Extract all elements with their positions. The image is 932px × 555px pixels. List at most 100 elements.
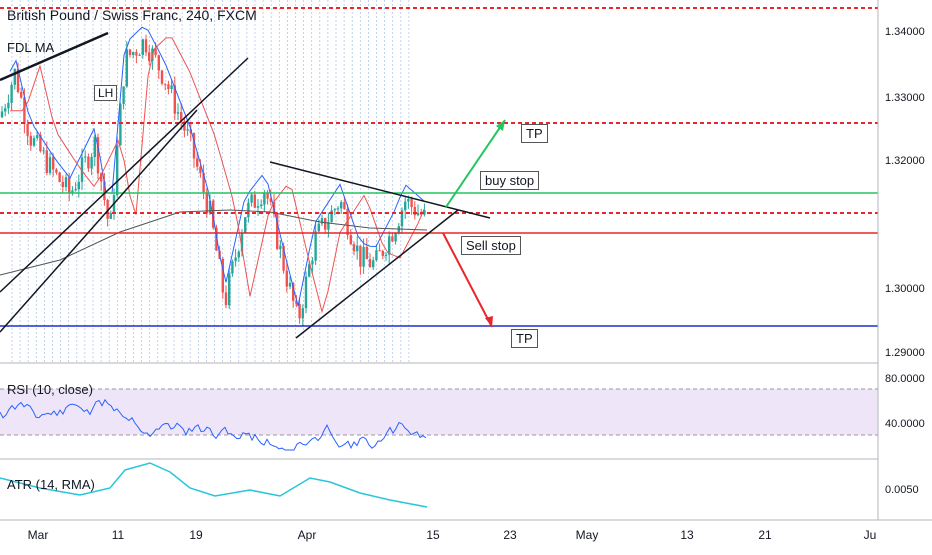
candle-body [400, 210, 404, 227]
candle-body [311, 260, 314, 265]
candle-body [381, 250, 384, 256]
candle-body [106, 200, 109, 219]
candle-body [384, 254, 388, 256]
candle-body [288, 283, 292, 287]
price-badge-red: 1.31187 [884, 207, 924, 219]
candle-body [215, 227, 218, 251]
candle-body [330, 210, 333, 223]
candle-body [23, 97, 26, 125]
candle-body [160, 70, 164, 84]
candle-body [180, 112, 183, 122]
candle-body [90, 157, 93, 169]
candle-body [247, 202, 250, 218]
trendline [0, 31, 109, 82]
tp-up-label: TP [521, 124, 548, 143]
date-label: Mar [27, 528, 49, 542]
date-label: 11 [111, 528, 125, 542]
rsi-line [0, 398, 427, 451]
candle-body [109, 213, 112, 219]
rsi-band [0, 389, 878, 435]
candle-body [314, 231, 317, 261]
candle-body [228, 273, 231, 306]
buy-stop-label: buy stop [480, 171, 540, 190]
candle-body [29, 135, 32, 146]
candle-body [340, 202, 343, 209]
price-badge-blue: 1.29432 [884, 320, 924, 332]
candle-body [173, 85, 176, 114]
candle-body [77, 181, 80, 190]
candle-body [244, 217, 247, 234]
candle-body [48, 157, 52, 173]
date-label: 23 [503, 528, 517, 542]
candle-body [349, 235, 352, 245]
buy-arrow-head [496, 120, 505, 131]
candle-body [362, 246, 365, 267]
candle-body [119, 104, 122, 146]
candle-body [240, 233, 244, 252]
candle-body [144, 39, 148, 53]
candle-body [157, 55, 160, 71]
candle-body [4, 108, 7, 112]
candle-body [359, 245, 362, 267]
chart-title: British Pound / Swiss Franc, 240, FXCM [7, 7, 257, 23]
price-axis-label: 1.33000 [885, 92, 925, 104]
candle-body [304, 276, 308, 309]
candle-body [413, 207, 416, 216]
date-label: 21 [758, 528, 772, 542]
date-label: 13 [680, 528, 694, 542]
indicator-label: FDL MA [7, 40, 55, 55]
atr-axis-label: 0.0050 [885, 484, 919, 496]
candle-body [263, 192, 266, 205]
candle-body [295, 300, 298, 304]
candle-body [407, 198, 410, 202]
candle-body [80, 157, 84, 182]
candle-body [410, 198, 413, 208]
candle-body [320, 218, 324, 224]
atr-label: ATR (14, RMA) [7, 477, 95, 492]
candle-body [256, 206, 260, 208]
candle-body [164, 83, 167, 85]
candle-body [36, 135, 39, 139]
date-label: Apr [297, 528, 317, 542]
candle-body [234, 257, 237, 262]
candle-body [103, 181, 106, 201]
candle-body [64, 177, 68, 188]
tp-down-label: TP [511, 329, 538, 348]
candle-body [301, 308, 304, 319]
candle-body [93, 137, 96, 158]
candle-body [132, 52, 135, 55]
candle-body [96, 137, 100, 174]
candle-body [87, 156, 90, 169]
candle-body [372, 260, 375, 268]
candle-body [260, 204, 263, 207]
candle-body [266, 192, 269, 199]
candle-body [352, 244, 356, 252]
sell-stop-label: Sell stop [461, 236, 521, 255]
rsi-axis-label: 40.0000 [885, 418, 925, 430]
candle-body [32, 138, 36, 146]
lh-label: LH [94, 85, 118, 101]
date-label: 15 [426, 528, 440, 542]
sell-arrow [442, 232, 493, 328]
candle-body [100, 173, 103, 182]
candle-body [368, 259, 372, 268]
candle-body [192, 133, 196, 159]
candle-body [7, 102, 10, 109]
price-badge-red: 1.30879 [884, 227, 924, 239]
candle-body [404, 201, 407, 211]
candle-body [26, 124, 29, 136]
candle-body [55, 169, 58, 173]
candle-body [253, 194, 256, 208]
candle-body [221, 258, 224, 293]
trendline [295, 209, 459, 339]
price-axis-label: 1.30000 [885, 283, 925, 295]
price-axis-label: 1.29000 [885, 347, 925, 359]
price-axis-label: 1.34000 [885, 26, 925, 38]
candle-body [423, 210, 426, 215]
candle-body [388, 236, 391, 255]
candle-body [282, 245, 285, 271]
candle-body [10, 84, 13, 103]
candle-body [391, 236, 394, 242]
